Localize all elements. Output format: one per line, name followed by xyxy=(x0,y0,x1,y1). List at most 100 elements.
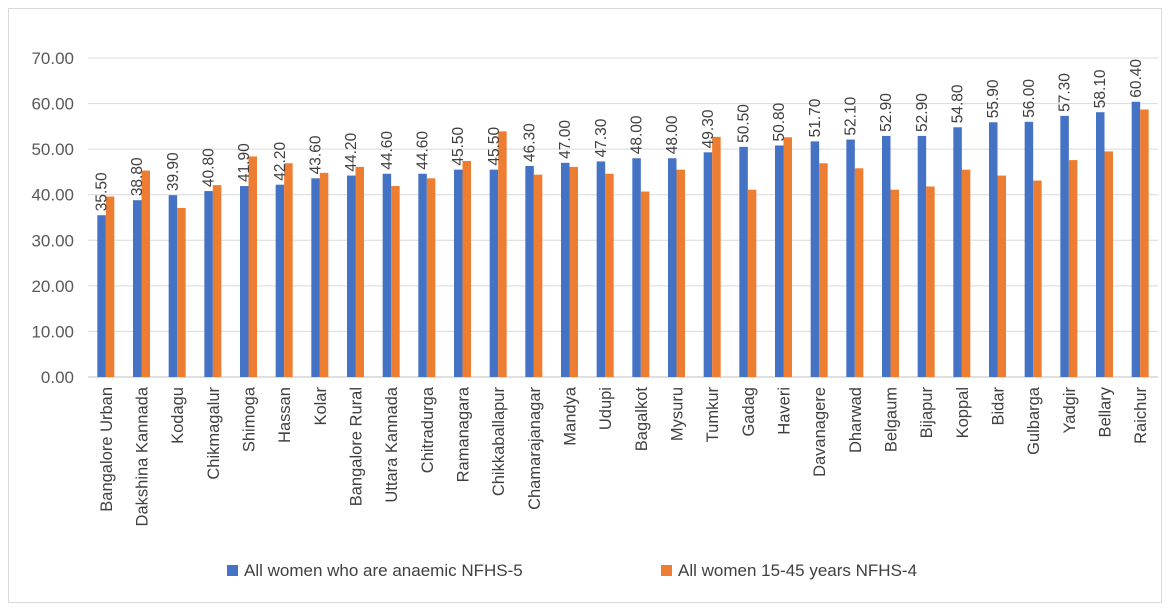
legend-swatch-series-2 xyxy=(661,565,672,576)
x-tick-label: Dharwad xyxy=(847,387,865,453)
x-tick-label: Mysuru xyxy=(669,387,687,441)
x-tick-label: Chikmagalur xyxy=(205,387,223,480)
x-tick-label: Chamarajanagar xyxy=(526,386,544,509)
x-tick-label: Haveri xyxy=(776,387,794,435)
bar-series-1 xyxy=(347,175,356,377)
data-label: 60.40 xyxy=(1128,59,1145,98)
x-tick-label: Udupi xyxy=(597,387,615,430)
data-label: 50.50 xyxy=(736,104,753,143)
data-label: 46.30 xyxy=(522,123,539,162)
bar-series-1 xyxy=(275,184,285,377)
data-label: 51.70 xyxy=(807,98,824,137)
bar-series-2 xyxy=(819,163,828,377)
bar-series-1 xyxy=(133,200,142,377)
bar-series-1 xyxy=(240,186,249,377)
x-tick-label: Raichur xyxy=(1132,386,1150,443)
legend-label-series-2: All women 15-45 years NFHS-4 xyxy=(678,561,917,580)
x-tick-label: Gulbarga xyxy=(1025,386,1043,455)
bar-series-1 xyxy=(168,195,178,377)
data-label: 38.80 xyxy=(129,157,146,196)
bar-series-2 xyxy=(141,170,150,377)
data-label: 49.30 xyxy=(700,109,717,148)
data-label: 55.90 xyxy=(985,79,1002,118)
x-tick-label: Ramanagara xyxy=(455,386,473,482)
data-label: 56.00 xyxy=(1021,79,1038,118)
bar-series-1 xyxy=(703,152,713,377)
x-tick-label: Chitradurga xyxy=(419,386,437,473)
bar-series-1 xyxy=(454,169,463,377)
bar-series-2 xyxy=(284,163,293,377)
bar-series-2 xyxy=(426,178,436,377)
bar-series-1 xyxy=(525,166,534,377)
bar-series-1 xyxy=(382,173,392,377)
x-tick-label: Mandya xyxy=(562,386,580,446)
data-label: 52.10 xyxy=(843,96,860,135)
x-tick-label: Bagalkot xyxy=(633,387,651,452)
x-tick-label: Koppal xyxy=(954,387,972,438)
bar-series-1 xyxy=(97,215,106,377)
bar-series-2 xyxy=(640,191,650,377)
data-label: 41.90 xyxy=(236,143,253,182)
bar-series-2 xyxy=(569,166,578,377)
x-tick-label: Bidar xyxy=(990,387,1008,426)
bar-series-1 xyxy=(204,191,213,377)
bar-series-1 xyxy=(668,158,677,377)
bar-series-1 xyxy=(561,162,570,377)
data-label: 48.00 xyxy=(629,115,646,154)
bar-series-2 xyxy=(105,196,115,377)
data-label: 52.90 xyxy=(914,93,931,132)
x-tick-label: Kodagu xyxy=(169,387,187,444)
bar-series-1 xyxy=(775,145,784,377)
bar-series-2 xyxy=(319,172,329,377)
x-tick-label: Davanagere xyxy=(811,387,829,477)
x-tick-label: Bellary xyxy=(1097,386,1115,437)
bar-series-2 xyxy=(1033,180,1042,377)
x-tick-label: Kolar xyxy=(312,387,330,426)
data-label: 52.90 xyxy=(878,93,895,132)
y-tick-label: 60.00 xyxy=(31,95,74,114)
bar-series-2 xyxy=(926,186,935,377)
bar-series-1 xyxy=(1060,115,1069,377)
y-tick-label: 10.00 xyxy=(31,322,74,341)
data-label: 40.80 xyxy=(201,148,218,187)
y-tick-label: 0.00 xyxy=(41,368,74,387)
bar-series-1 xyxy=(846,139,855,377)
bar-series-2 xyxy=(854,168,864,377)
data-label: 42.20 xyxy=(272,142,289,181)
data-label: 45.50 xyxy=(450,126,467,165)
bar-series-2 xyxy=(177,207,186,377)
bar-series-2 xyxy=(961,169,971,377)
bar-series-2 xyxy=(747,189,757,377)
x-tick-label: Uttara Kannada xyxy=(383,386,401,502)
x-tick-label: Gadag xyxy=(740,387,758,437)
y-tick-label: 70.00 xyxy=(31,49,74,68)
legend-label-series-1: All women who are anaemic NFHS-5 xyxy=(244,561,523,580)
bar-series-1 xyxy=(810,141,820,377)
data-label: 50.80 xyxy=(771,102,788,141)
x-tick-label: Dakshina Kannada xyxy=(134,386,152,526)
bar-series-2 xyxy=(462,160,471,377)
x-tick-label: Bangalore Rural xyxy=(348,387,366,506)
bar-series-2 xyxy=(248,156,257,377)
y-tick-label: 50.00 xyxy=(31,140,74,159)
bar-series-2 xyxy=(712,136,721,377)
y-tick-label: 40.00 xyxy=(31,186,74,205)
x-tick-label: Yadgir xyxy=(1061,387,1079,434)
x-tick-label: Hassan xyxy=(276,387,294,443)
bar-series-1 xyxy=(632,158,641,377)
bar-series-1 xyxy=(1131,101,1141,378)
bar-series-1 xyxy=(418,173,427,377)
x-tick-label: Shimoga xyxy=(241,386,259,452)
bar-series-2 xyxy=(533,174,543,377)
data-label: 44.60 xyxy=(415,131,432,170)
bar-series-2 xyxy=(997,175,1006,377)
data-label: 44.60 xyxy=(379,131,396,170)
bar-series-1 xyxy=(596,161,606,377)
x-tick-label: Tumkur xyxy=(704,386,722,442)
x-tick-label: Bijapur xyxy=(918,387,936,439)
bar-series-1 xyxy=(739,146,748,377)
x-tick-label: Chikkaballapur xyxy=(490,387,508,497)
x-tick-label: Belgaum xyxy=(883,387,901,452)
bar-series-2 xyxy=(212,185,222,377)
